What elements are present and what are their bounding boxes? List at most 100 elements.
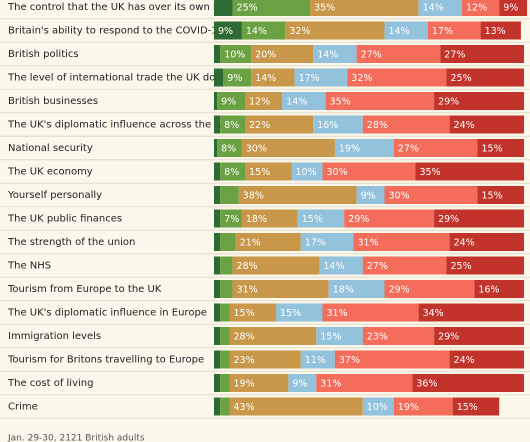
bar-segment (418, 303, 524, 322)
value-label: 32% (351, 73, 372, 84)
value-label: 14% (317, 50, 338, 61)
row-label: Crime (8, 402, 38, 413)
value-label: 35% (420, 167, 441, 178)
bar-segment (347, 68, 447, 87)
value-label: 27% (367, 261, 388, 272)
value-label: 27% (444, 50, 465, 61)
bar-segment (310, 0, 419, 16)
bar-segment (449, 115, 524, 134)
bar-segment (214, 186, 221, 204)
value-label: 8% (224, 167, 239, 178)
bar-segment (229, 327, 317, 345)
value-label: 28% (237, 261, 258, 272)
value-label: 10% (296, 167, 317, 178)
row-label: The UK economy (7, 167, 93, 178)
value-label: 16% (478, 285, 499, 296)
bar-segment (344, 209, 435, 228)
bar-segment (217, 92, 245, 110)
value-label: 15% (457, 402, 478, 413)
bar-segment (217, 139, 242, 157)
footnote: Jan. 29-30, 2121 British adults (7, 434, 145, 442)
value-label: 21% (240, 238, 261, 249)
value-label: 9% (361, 191, 376, 202)
value-label: 14% (323, 261, 344, 272)
value-label: 19% (398, 402, 419, 413)
value-label: 9% (221, 97, 236, 108)
bar-segment (220, 350, 230, 369)
bar-segment (214, 115, 221, 134)
bar-segment (477, 139, 524, 157)
row-label: The control that the UK has over its own… (7, 2, 235, 13)
bar-segment (322, 162, 416, 181)
bar-segment (452, 397, 500, 416)
row-label: Tourism from Europe to the UK (7, 284, 162, 295)
bar-segment (362, 256, 447, 275)
bar-segment (229, 397, 363, 416)
bar-segment (241, 209, 298, 228)
value-label: 15% (249, 167, 270, 178)
bar-segment (334, 139, 394, 157)
value-label: 23% (367, 332, 388, 343)
value-label: 8% (224, 120, 239, 131)
bar-segment (241, 139, 335, 157)
value-label: 12% (249, 97, 270, 108)
value-label: 37% (339, 355, 360, 366)
bar-segment (449, 350, 524, 369)
bar-segment (229, 303, 276, 322)
bar-segment (440, 45, 524, 63)
value-label: 34% (423, 308, 444, 319)
bar-segment (214, 280, 221, 298)
value-label: 27% (398, 144, 419, 155)
bar-segment (214, 303, 221, 322)
value-label: 16% (317, 120, 338, 131)
value-label: 8% (221, 144, 236, 155)
bar-segment (334, 350, 450, 369)
bar-segment (384, 186, 478, 204)
value-label: 38% (243, 191, 264, 202)
value-label: 25% (451, 261, 472, 272)
bar-segment (356, 186, 385, 204)
value-label: 18% (246, 214, 267, 225)
value-label: 9% (227, 73, 242, 84)
value-label: 15% (302, 214, 323, 225)
bar-segment (300, 350, 335, 369)
row-label: The cost of living (7, 378, 93, 389)
bar-segment (362, 115, 450, 134)
bar-segment (245, 162, 292, 181)
value-label: 43% (234, 402, 255, 413)
bar-segment (220, 115, 245, 134)
bar-segment (393, 139, 478, 157)
bar-segment (220, 233, 236, 251)
value-label: 10% (367, 402, 388, 413)
bar-segment (285, 21, 385, 40)
value-label: 31% (237, 285, 258, 296)
bar-segment (462, 0, 500, 16)
row-label: National security (8, 143, 93, 154)
bar-segment (322, 303, 419, 322)
value-label: 24% (454, 355, 475, 366)
bar-segment (220, 327, 230, 345)
bar-segment (214, 0, 233, 16)
row-label: The strength of the union (7, 237, 135, 248)
bar-segment (214, 162, 221, 181)
bar-segment (282, 92, 326, 110)
value-label: 22% (249, 120, 270, 131)
value-label: 28% (367, 120, 388, 131)
bar-segment (434, 209, 524, 228)
row-label: Immigration levels (8, 331, 101, 342)
value-label: 10% (224, 50, 245, 61)
value-label: 29% (438, 214, 459, 225)
row-label: The NHS (7, 261, 51, 272)
value-label: 32% (289, 26, 310, 37)
bar-segment (220, 397, 230, 416)
bar-segment (276, 303, 323, 322)
bar-segment (220, 374, 230, 392)
row-label: The UK's diplomatic influence in Europe (7, 308, 207, 319)
value-label: 14% (286, 97, 307, 108)
value-label: 31% (358, 238, 379, 249)
bar-segment (214, 374, 221, 392)
bar-segment (434, 92, 524, 110)
value-label: 19% (339, 144, 360, 155)
bar-segment (313, 115, 363, 134)
